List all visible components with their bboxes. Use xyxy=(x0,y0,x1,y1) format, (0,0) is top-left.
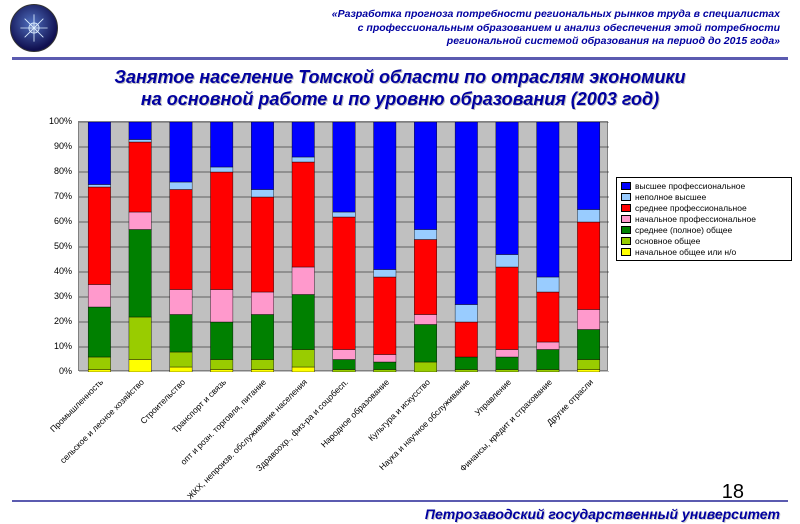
y-tick-label: 80% xyxy=(54,166,72,176)
legend-label: основное общее xyxy=(635,236,700,246)
x-category-label: сельское и лесное хозяйство xyxy=(58,377,146,465)
chart-title: Занятое население Томской области по отр… xyxy=(0,60,800,113)
legend-item: неполное высшее xyxy=(621,192,787,202)
legend-item: начальное профессиональное xyxy=(621,214,787,224)
chart: 0% 10% 20% 30% 40% 50% 60% 70% 80% 90% 100% Промыш… xyxy=(8,117,792,487)
y-tick-label: 20% xyxy=(54,316,72,326)
legend-swatch xyxy=(621,248,631,256)
legend-item: начальное общее или н/о xyxy=(621,247,787,257)
header-line: с профессиональным образованием и анализ… xyxy=(72,22,780,36)
header: «Разработка прогноза потребности региона… xyxy=(0,0,800,53)
plot-area xyxy=(78,121,608,371)
title-line: Занятое население Томской области по отр… xyxy=(20,66,780,89)
header-line: региональной системой образования на пер… xyxy=(72,35,780,49)
legend: высшее профессиональноенеполное высшееср… xyxy=(616,177,792,261)
legend-swatch xyxy=(621,193,631,201)
y-tick-label: 70% xyxy=(54,191,72,201)
legend-label: высшее профессиональное xyxy=(635,181,745,191)
y-tick-label: 10% xyxy=(54,341,72,351)
x-category-label: Народное образование xyxy=(318,377,390,449)
y-tick-label: 90% xyxy=(54,141,72,151)
legend-item: высшее профессиональное xyxy=(621,181,787,191)
y-tick-label: 40% xyxy=(54,266,72,276)
legend-label: начальное профессиональное xyxy=(635,214,756,224)
legend-item: среднее профессиональное xyxy=(621,203,787,213)
legend-label: среднее (полное) общее xyxy=(635,225,732,235)
y-tick-label: 100% xyxy=(49,116,72,126)
x-axis: Промышленностьсельское и лесное хозяйств… xyxy=(78,373,608,483)
legend-item: основное общее xyxy=(621,236,787,246)
legend-label: среднее профессиональное xyxy=(635,203,747,213)
footer-divider xyxy=(12,500,788,502)
legend-label: начальное общее или н/о xyxy=(635,247,736,257)
y-axis: 0%10%20%30%40%50%60%70%80%90%100% xyxy=(8,121,76,371)
legend-swatch xyxy=(621,204,631,212)
footer-text: Петрозаводский государственный университ… xyxy=(425,506,780,522)
y-tick-label: 30% xyxy=(54,291,72,301)
header-line: «Разработка прогноза потребности региона… xyxy=(72,8,780,22)
legend-swatch xyxy=(621,215,631,223)
legend-swatch xyxy=(621,182,631,190)
plot-svg xyxy=(79,122,609,372)
legend-swatch xyxy=(621,237,631,245)
x-category-label: Управление xyxy=(473,377,513,417)
legend-item: среднее (полное) общее xyxy=(621,225,787,235)
x-category-label: опт и розн. торговля, питание xyxy=(179,377,269,467)
y-tick-label: 0% xyxy=(59,366,72,376)
legend-label: неполное высшее xyxy=(635,192,706,202)
y-tick-label: 50% xyxy=(54,241,72,251)
y-tick-label: 60% xyxy=(54,216,72,226)
title-line: на основной работе и по уровню образован… xyxy=(20,88,780,111)
legend-swatch xyxy=(621,226,631,234)
